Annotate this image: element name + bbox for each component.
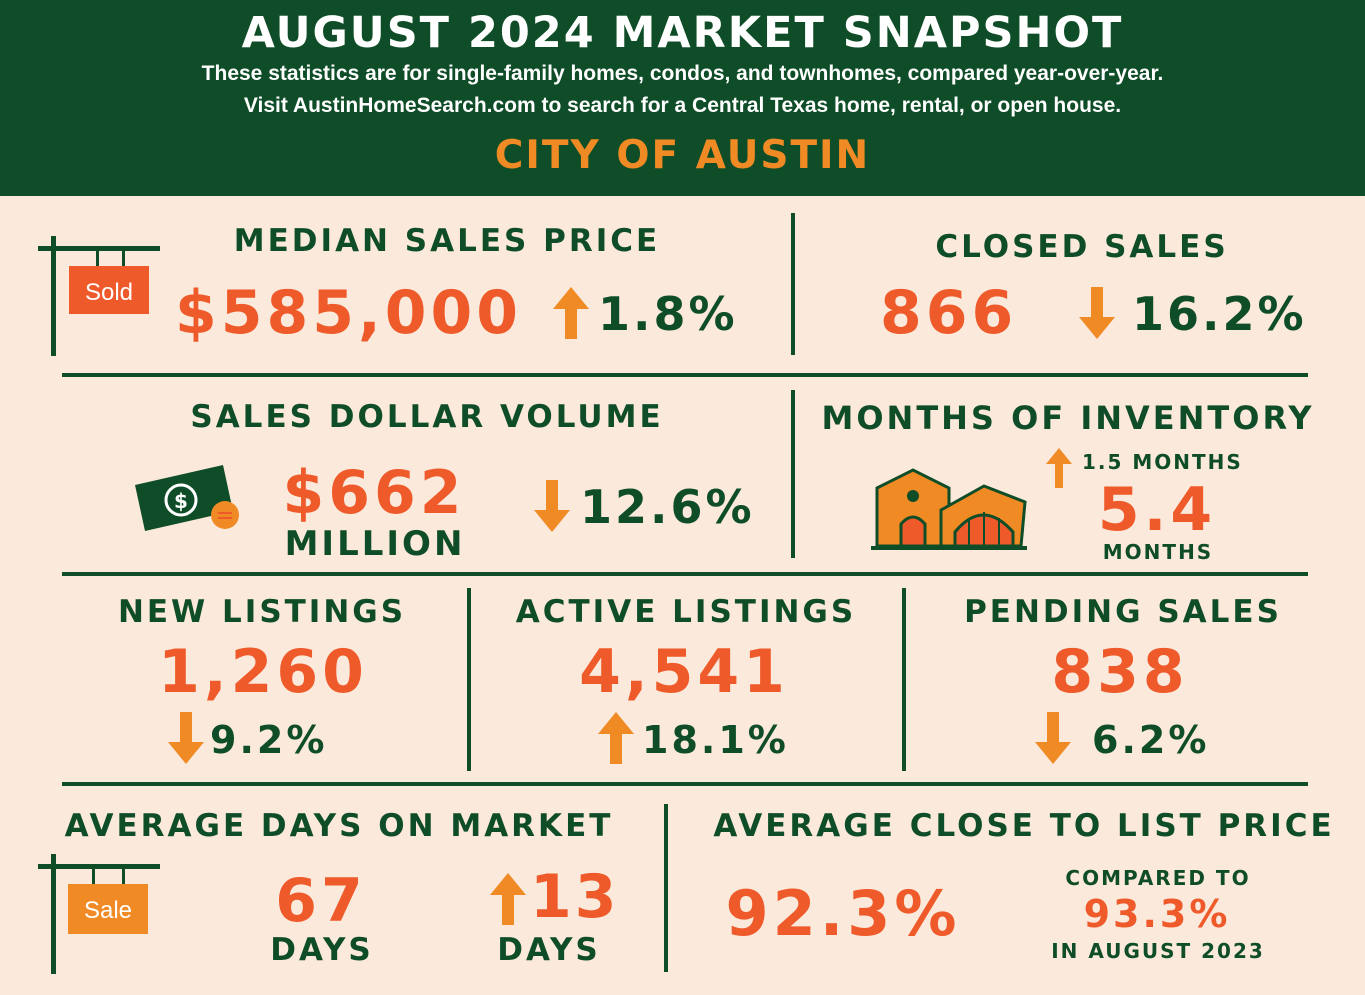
divider-vertical-1 bbox=[791, 213, 795, 355]
new-listings-label: NEW LISTINGS bbox=[117, 594, 407, 630]
arrow-down-icon bbox=[168, 712, 204, 764]
months-of-inventory-label: MONTHS OF INVENTORY bbox=[821, 399, 1315, 437]
money-icon: $ bbox=[135, 465, 239, 531]
subtitle-line-2: Visit AustinHomeSearch.com to search for… bbox=[243, 94, 1122, 117]
pending-sales-label: PENDING SALES bbox=[964, 594, 1282, 630]
pending-sales-value: 838 bbox=[1051, 637, 1189, 707]
average-days-on-market-change: 13 bbox=[530, 862, 620, 932]
arrow-up-icon bbox=[1046, 448, 1072, 488]
city-title: CITY OF AUSTIN bbox=[494, 133, 871, 178]
closed-sales-value: 866 bbox=[880, 278, 1018, 348]
average-days-on-market-value: 67 bbox=[275, 866, 367, 936]
house-icon bbox=[871, 468, 1027, 550]
divider-horizontal-3 bbox=[62, 782, 1308, 786]
average-close-to-list-value: 92.3% bbox=[725, 877, 961, 950]
average-days-on-market-label: AVERAGE DAYS ON MARKET bbox=[64, 808, 614, 844]
sold-sign-label: Sold bbox=[85, 279, 133, 306]
pending-sales-change: 6.2% bbox=[1092, 718, 1210, 762]
median-sales-price-label: MEDIAN SALES PRICE bbox=[233, 223, 661, 259]
svg-text:$: $ bbox=[174, 489, 188, 513]
closed-sales-label: CLOSED SALES bbox=[935, 229, 1229, 265]
arrow-down-icon bbox=[1079, 287, 1115, 339]
arrow-down-icon bbox=[534, 480, 570, 532]
active-listings-value: 4,541 bbox=[579, 637, 789, 707]
new-listings-value: 1,260 bbox=[158, 637, 368, 707]
divider-vertical-5 bbox=[664, 804, 668, 972]
compared-period: IN AUGUST 2023 bbox=[1051, 939, 1265, 963]
active-listings-change: 18.1% bbox=[642, 718, 789, 762]
months-of-inventory-change: 1.5 MONTHS bbox=[1082, 450, 1243, 474]
median-sales-price-value: $585,000 bbox=[175, 278, 523, 348]
arrow-up-icon bbox=[553, 287, 589, 339]
subtitle-line-1: These statistics are for single-family h… bbox=[201, 62, 1164, 85]
divider-vertical-2 bbox=[791, 390, 795, 558]
average-days-on-market-unit: DAYS bbox=[270, 932, 374, 968]
sale-sign-icon: Sale bbox=[38, 854, 160, 974]
sales-dollar-volume-change: 12.6% bbox=[580, 480, 755, 534]
months-of-inventory-unit: MONTHS bbox=[1102, 540, 1214, 564]
page-title: AUGUST 2024 MARKET SNAPSHOT bbox=[241, 8, 1124, 58]
divider-vertical-3 bbox=[467, 588, 471, 771]
average-days-on-market-change-unit: DAYS bbox=[497, 932, 601, 968]
header-banner: AUGUST 2024 MARKET SNAPSHOT These statis… bbox=[0, 0, 1365, 196]
divider-horizontal-2 bbox=[62, 572, 1308, 576]
median-sales-price-change: 1.8% bbox=[598, 287, 738, 341]
active-listings-label: ACTIVE LISTINGS bbox=[515, 594, 857, 630]
sales-dollar-volume-unit: MILLION bbox=[284, 524, 466, 564]
divider-vertical-4 bbox=[902, 588, 906, 771]
closed-sales-change: 16.2% bbox=[1132, 287, 1307, 341]
divider-horizontal-1 bbox=[62, 373, 1308, 377]
arrow-up-icon bbox=[490, 873, 526, 925]
sale-sign-label: Sale bbox=[84, 897, 132, 924]
months-of-inventory-value: 5.4 bbox=[1097, 475, 1217, 545]
new-listings-change: 9.2% bbox=[210, 718, 328, 762]
compared-to-label: COMPARED TO bbox=[1065, 866, 1251, 890]
arrow-up-icon bbox=[598, 712, 634, 764]
sales-dollar-volume-value: $662 bbox=[282, 458, 466, 528]
compared-value: 93.3% bbox=[1083, 892, 1231, 936]
arrow-down-icon bbox=[1035, 712, 1071, 764]
sold-sign-icon: Sold bbox=[38, 236, 160, 356]
average-close-to-list-label: AVERAGE CLOSE TO LIST PRICE bbox=[713, 808, 1335, 844]
sales-dollar-volume-label: SALES DOLLAR VOLUME bbox=[190, 399, 664, 435]
